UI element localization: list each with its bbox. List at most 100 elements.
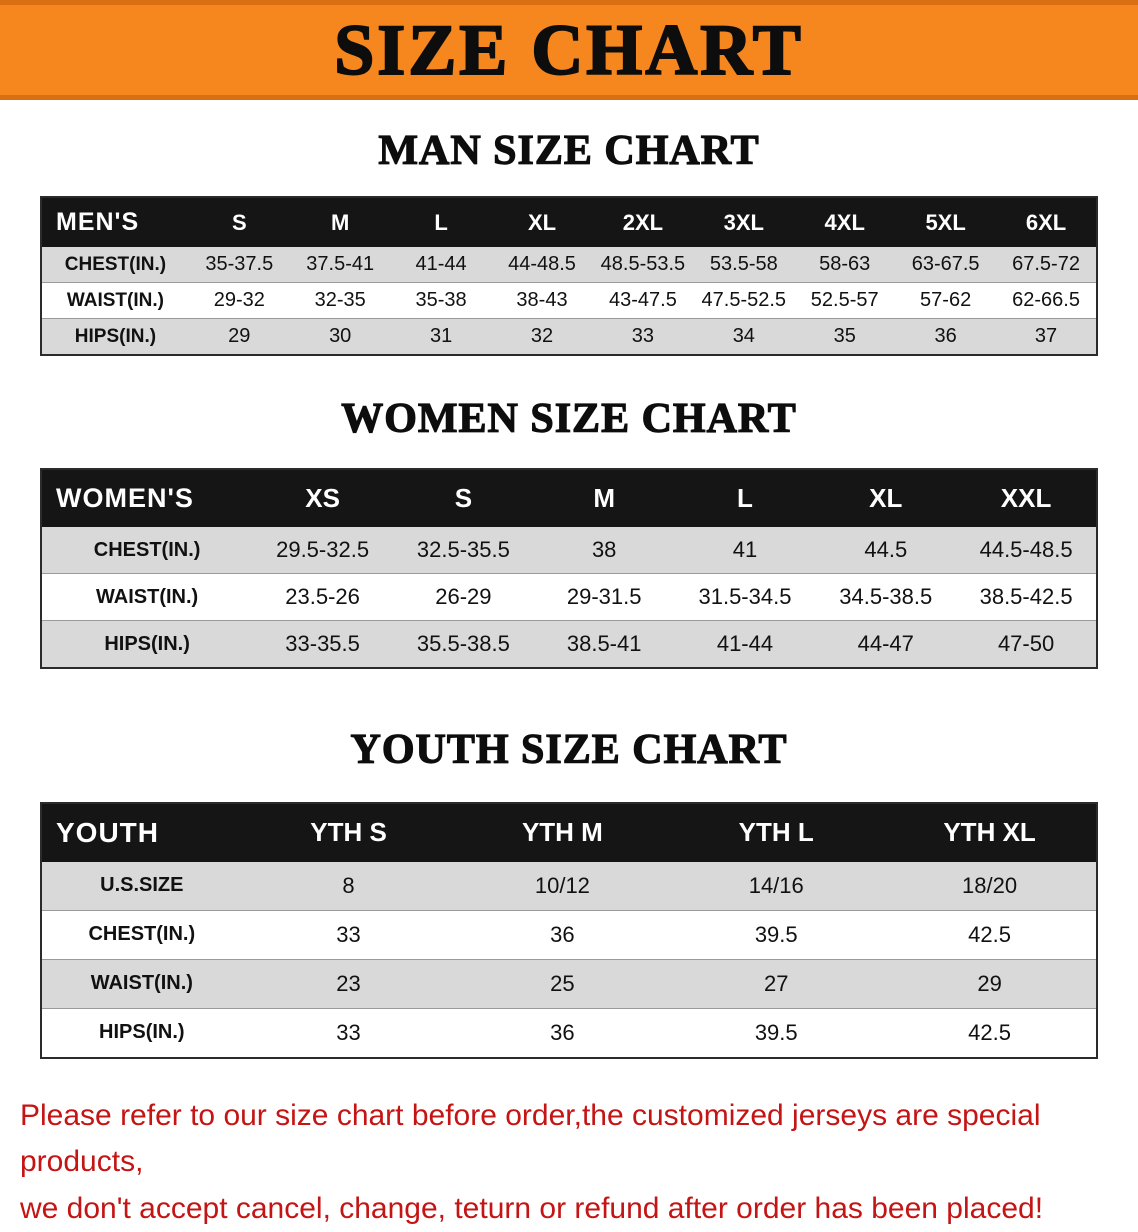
value-cell: 35-37.5 [205, 253, 274, 276]
women-size-table: WOMEN'S XS S M L XL XXL CHEST(IN.) 29.5-32.5 32.5… [40, 468, 1098, 670]
size-header-cell: M [533, 469, 675, 528]
women-section-heading: WOMEN SIZE CHART [341, 396, 797, 443]
youth-section-heading: YOUTH SIZE CHART [350, 727, 788, 774]
value-cell: 44-47 [857, 631, 914, 657]
value-cell: 36 [550, 921, 575, 947]
value-cell: 38-43 [516, 289, 568, 312]
order-policy-note-line1: Please refer to our size chart before or… [20, 1098, 1041, 1179]
size-header-cell: L [674, 469, 816, 528]
value-cell: 33 [336, 1019, 361, 1045]
value-cell: 44.5-48.5 [979, 537, 1073, 563]
value-cell: 62-66.5 [1012, 289, 1080, 312]
size-header-cell: 2XL [592, 197, 694, 248]
page-title: SIZE CHART [333, 10, 804, 90]
value-cell: 42.5 [968, 921, 1011, 947]
youth-size-table: YOUTH YTH S YTH M YTH L YTH XL U.S.SIZE 8 10/12… [40, 801, 1098, 1059]
value-cell: 35 [833, 325, 856, 348]
size-header-cell: XXL [956, 469, 1097, 528]
table-title-cell: MEN'S [41, 197, 189, 248]
value-cell: 52.5-57 [810, 289, 879, 312]
row-label-cell: CHEST(IN.) [88, 923, 196, 946]
value-cell: 29.5-32.5 [276, 537, 370, 563]
man-section-heading: MAN SIZE CHART [378, 127, 760, 174]
value-cell: 41 [732, 537, 758, 563]
value-cell: 26-29 [435, 584, 492, 610]
size-header-cell: 4XL [794, 197, 896, 248]
row-label-cell: WAIST(IN.) [66, 289, 164, 311]
value-cell: 43-47.5 [608, 289, 677, 312]
value-cell: 31 [429, 325, 453, 348]
size-header-cell: S [392, 469, 534, 528]
value-cell: 29-32 [213, 289, 265, 312]
value-cell: 37.5-41 [306, 253, 375, 276]
value-cell: 33-35.5 [285, 631, 360, 657]
value-cell: 32 [530, 325, 554, 348]
table-row: WAIST(IN.) 23 25 27 29 [41, 959, 1097, 1009]
value-cell: 23.5-26 [285, 584, 360, 610]
value-cell: 35-38 [415, 289, 467, 312]
table-row: CHEST(IN.) 33 36 39.5 42.5 [41, 910, 1097, 960]
table-title-cell: WOMEN'S [41, 469, 253, 528]
size-header-cell: 6XL [996, 197, 1097, 248]
value-cell: 33 [631, 325, 655, 348]
value-cell: 33 [336, 921, 361, 947]
table-row: CHEST(IN.) 29.5-32.5 32.5-35.5 38 41 44.5 44.5… [41, 527, 1097, 574]
value-cell: 41-44 [716, 631, 774, 657]
size-header-cell: XL [491, 197, 593, 248]
value-cell: 39.5 [754, 921, 798, 947]
size-header-cell: YTH S [241, 802, 456, 862]
value-cell: 44-48.5 [508, 253, 576, 276]
value-cell: 38.5-42.5 [979, 584, 1073, 610]
value-cell: 38.5-41 [566, 631, 642, 657]
value-cell: 29 [228, 325, 251, 348]
value-cell: 23 [336, 970, 361, 996]
row-label-cell: U.S.SIZE [100, 874, 184, 897]
value-cell: 53.5-58 [709, 253, 778, 276]
value-cell: 25 [550, 970, 575, 996]
order-policy-note: Please refer to our size chart before or… [20, 1093, 1118, 1232]
value-cell: 47.5-52.5 [701, 289, 787, 312]
value-cell: 27 [763, 970, 789, 996]
value-cell: 63-67.5 [911, 253, 980, 276]
size-header-cell: XL [815, 469, 957, 528]
row-label-cell: HIPS(IN.) [99, 1021, 185, 1044]
row-label-cell: CHEST(IN.) [93, 538, 201, 561]
value-cell: 29-31.5 [566, 584, 642, 610]
value-cell: 37 [1034, 325, 1058, 348]
table-title-cell: YOUTH [41, 802, 242, 862]
value-cell: 29 [977, 970, 1002, 996]
title-banner: SIZE CHART [0, 0, 1138, 100]
value-cell: 48.5-53.5 [600, 253, 686, 276]
table-row: WAIST(IN.) 23.5-26 26-29 29-31.5 31.5-34.5 34… [41, 573, 1097, 621]
size-header-cell: L [390, 197, 492, 248]
row-label-cell: HIPS(IN.) [74, 325, 157, 347]
table-row: HIPS(IN.) 33-35.5 35.5-38.5 38.5-41 41-44 44-… [41, 620, 1097, 669]
value-cell: 44.5 [864, 537, 908, 563]
table-header-row: WOMEN'S XS S M L XL XXL [41, 469, 1097, 528]
value-cell: 47-50 [997, 631, 1055, 657]
row-label-cell: HIPS(IN.) [104, 632, 190, 655]
table-header-row: MEN'S S M L XL 2XL 3XL 4XL 5XL 6XL [41, 197, 1097, 248]
size-header-cell: 5XL [895, 197, 997, 248]
table-row: U.S.SIZE 8 10/12 14/16 18/20 [41, 861, 1097, 911]
table-row: WAIST(IN.) 29-32 32-35 35-38 38-43 43-47.5 47.… [41, 282, 1097, 319]
size-header-cell: XS [252, 469, 393, 528]
size-header-cell: M [289, 197, 391, 248]
value-cell: 38 [591, 537, 617, 563]
value-cell: 36 [550, 1019, 575, 1045]
value-cell: 32-35 [314, 289, 366, 312]
value-cell: 8 [342, 872, 355, 898]
value-cell: 67.5-72 [1012, 253, 1080, 276]
table-header-row: YOUTH YTH S YTH M YTH L YTH XL [41, 802, 1097, 862]
value-cell: 35.5-38.5 [416, 631, 510, 657]
value-cell: 31.5-34.5 [698, 584, 792, 610]
men-size-table: MEN'S S M L XL 2XL 3XL 4XL 5XL 6XL CHEST(IN.) 35-37… [40, 196, 1098, 357]
value-cell: 57-62 [920, 289, 972, 312]
size-header-cell: YTH L [669, 802, 884, 862]
size-header-cell: S [188, 197, 290, 248]
table-row: HIPS(IN.) 29 30 31 32 33 34 35 36 37 [41, 318, 1097, 356]
table-row: CHEST(IN.) 35-37.5 37.5-41 41-44 44-48.5 48.5… [41, 247, 1097, 283]
value-cell: 14/16 [748, 872, 804, 898]
value-cell: 34.5-38.5 [839, 584, 933, 610]
value-cell: 34 [732, 325, 755, 348]
